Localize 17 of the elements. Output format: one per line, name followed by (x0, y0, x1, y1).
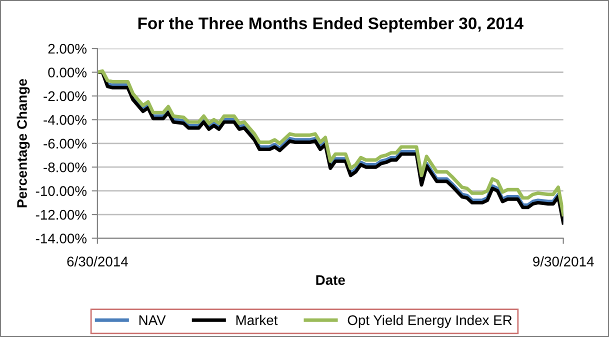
y-tick-label: -14.00% (36, 234, 87, 244)
y-axis-title: Percentage Change (16, 79, 30, 208)
legend-label: Opt Yield Energy Index ER (348, 314, 512, 328)
legend-label: Market (236, 314, 278, 326)
y-tick-label: -4.00% (44, 115, 87, 125)
y-tick-label: -8.00% (44, 162, 87, 172)
y-tick-label: -10.00% (36, 186, 87, 196)
chart-title: For the Three Months Ended September 30, 2014 (138, 17, 524, 33)
x-tick-label: 6/30/2014 (67, 256, 128, 266)
y-tick-label: -6.00% (44, 138, 87, 149)
y-tick-label: 2.00% (48, 44, 87, 54)
y-tick-label: -12.00% (36, 210, 87, 220)
y-tick-label: -2.00% (44, 91, 87, 102)
legend-label: NAV (139, 315, 166, 325)
x-axis-title: Date (316, 275, 345, 285)
x-tick-label: 9/30/2014 (533, 256, 594, 266)
y-tick-label: 0.00% (48, 68, 87, 78)
